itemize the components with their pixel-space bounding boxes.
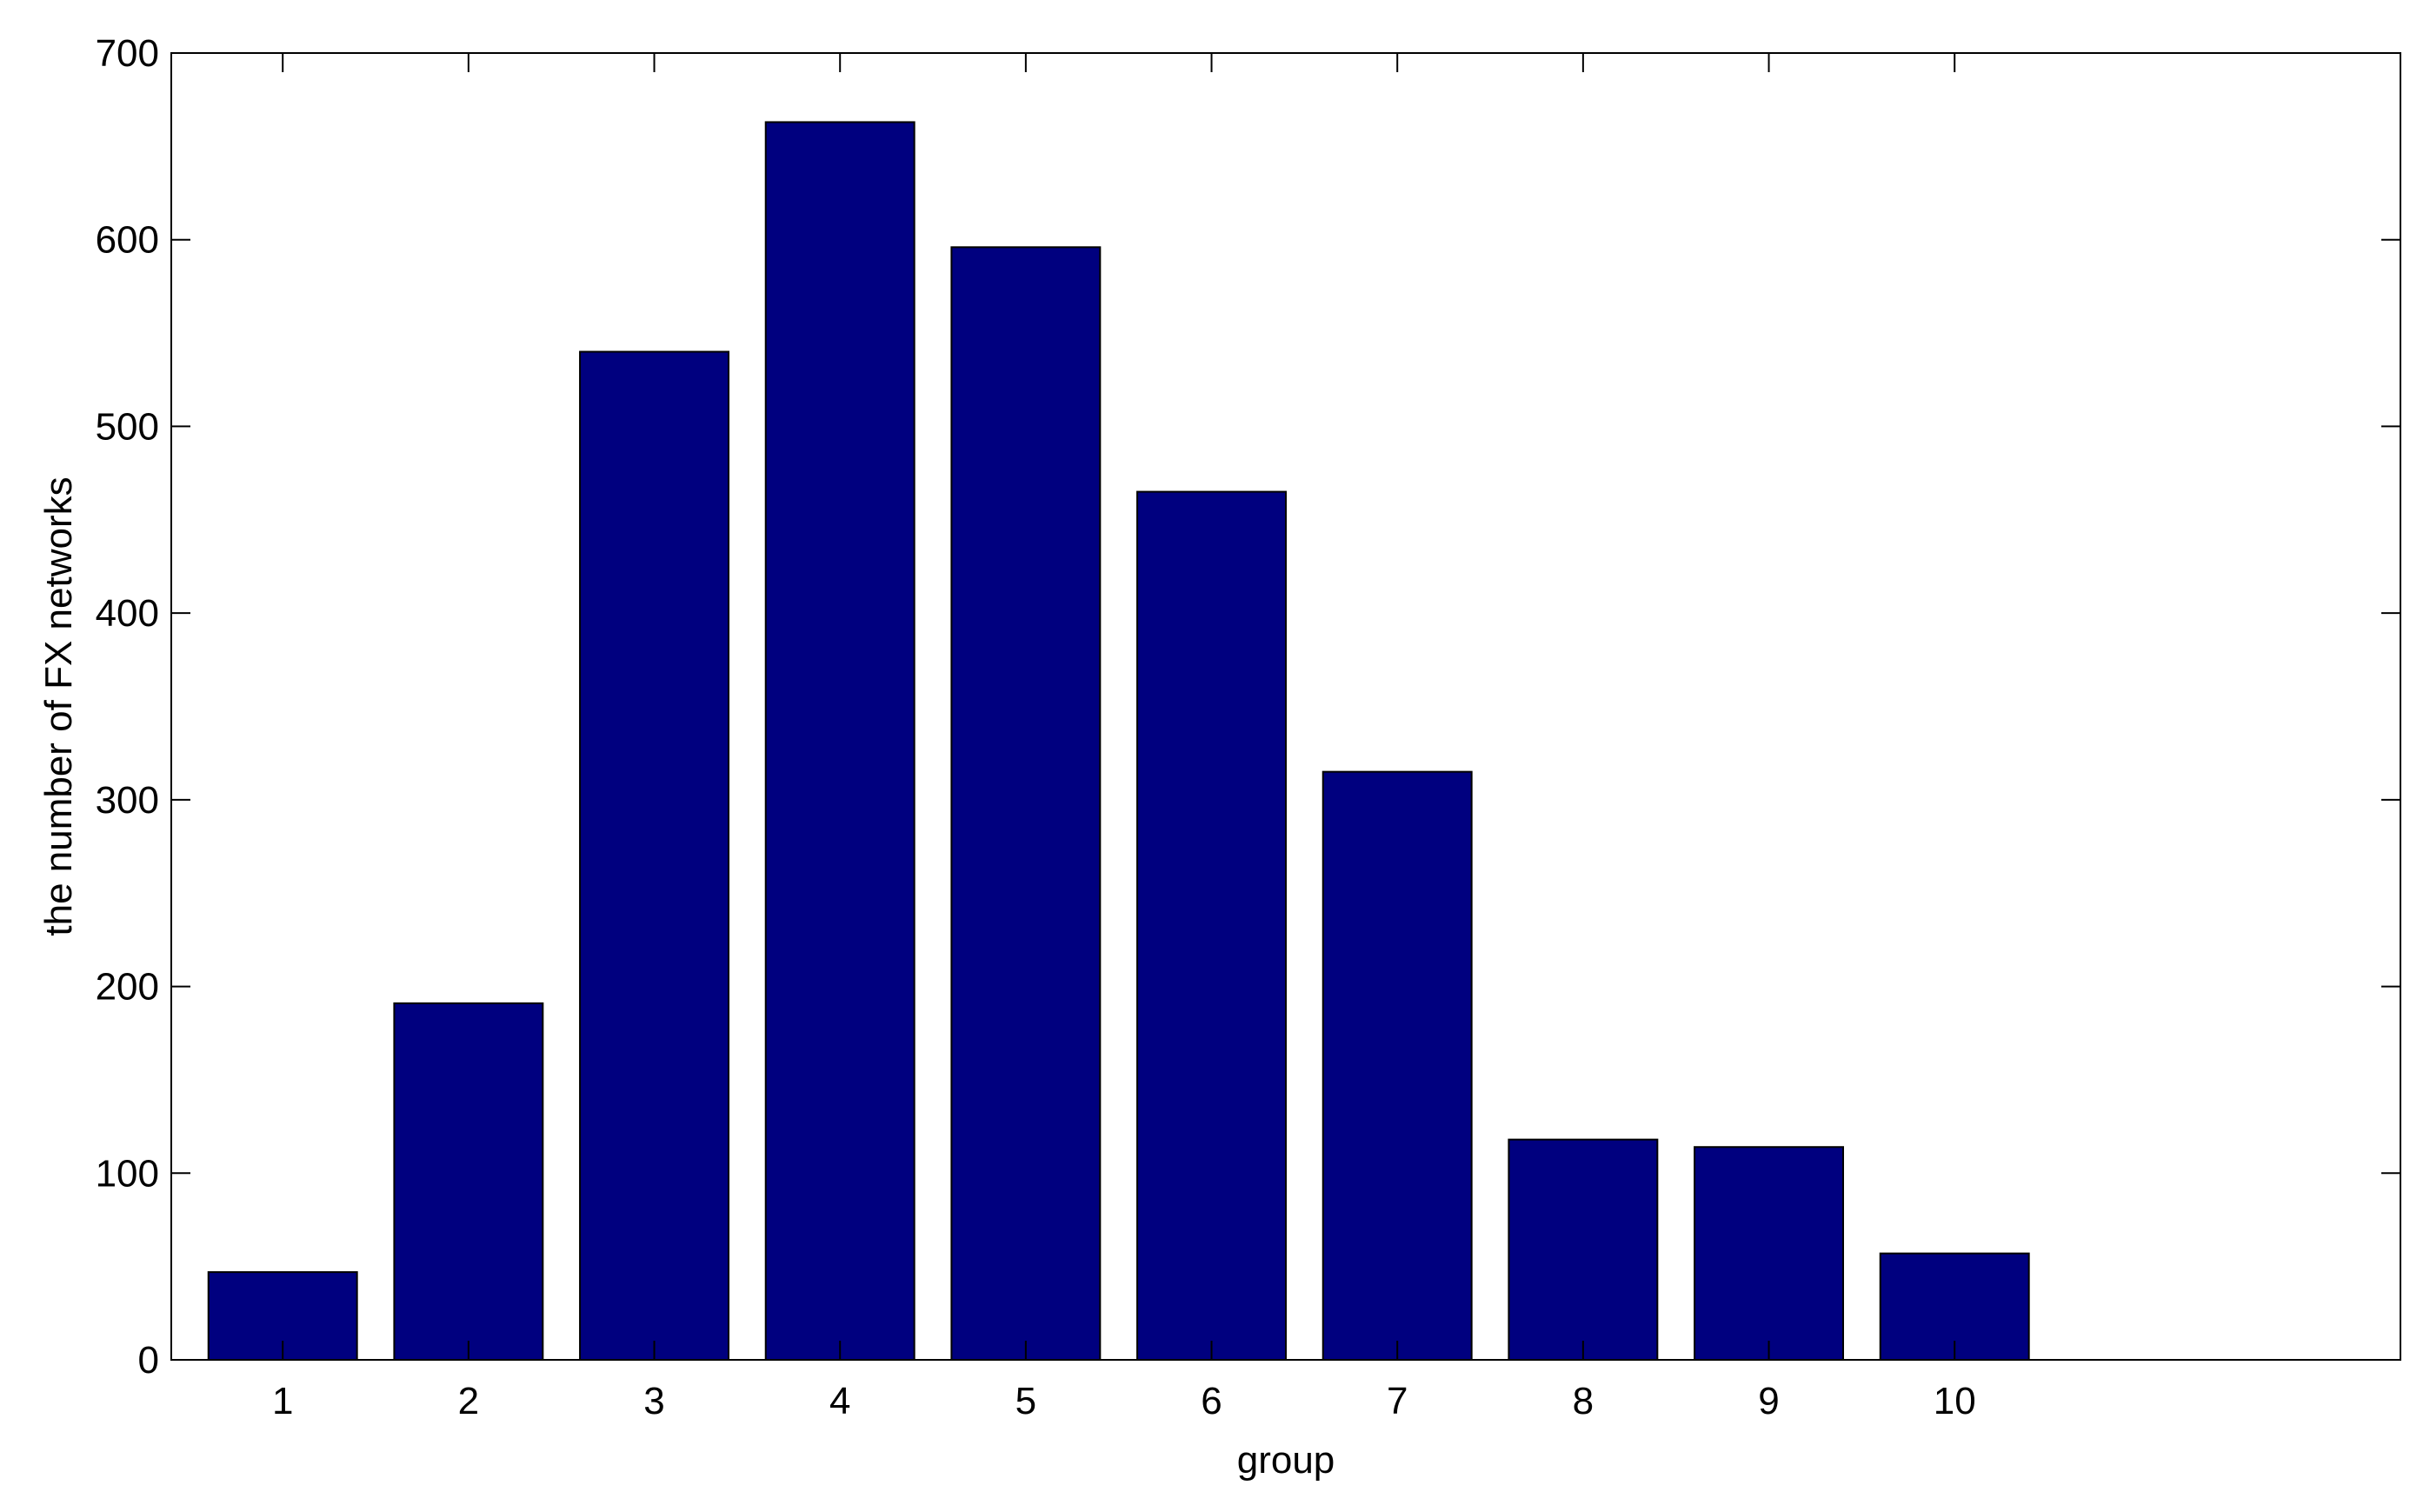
y-tick-label-500: 500	[96, 405, 159, 448]
y-tick-label-0: 0	[138, 1339, 159, 1382]
x-tick-label-5: 5	[1015, 1380, 1036, 1422]
bar-group-7	[1322, 770, 1473, 1361]
x-tick-label-3: 3	[643, 1380, 664, 1422]
x-tick-label-8: 8	[1573, 1380, 1594, 1422]
bar-group-3	[579, 350, 729, 1361]
bar-group-4	[764, 121, 915, 1361]
y-tick-label-600: 600	[96, 219, 159, 262]
bars-group	[207, 121, 2030, 1362]
x-tick-label-1: 1	[272, 1380, 293, 1422]
x-tick-labels: 1 2 3 4 5 6 7 8 9 10	[272, 1380, 1976, 1422]
x-axis-label: group	[1237, 1439, 1335, 1482]
y-tick-label-300: 300	[96, 779, 159, 822]
bar-group-5	[950, 246, 1102, 1361]
y-tick-label-100: 100	[96, 1152, 159, 1195]
plot-area-frame	[170, 52, 2401, 1361]
bar-group-2	[393, 1002, 544, 1362]
bar-group-8	[1508, 1138, 1659, 1361]
y-axis-label: the number of FX networks	[37, 476, 80, 936]
bar-group-6	[1136, 490, 1287, 1361]
y-tick-labels: 0 100 200 300 400 500 600 700	[96, 32, 159, 1382]
y-tick-label-200: 200	[96, 966, 159, 1009]
y-tick-label-400: 400	[96, 592, 159, 635]
x-tick-label-6: 6	[1201, 1380, 1222, 1422]
x-tick-label-10: 10	[1934, 1380, 1976, 1422]
x-tick-label-9: 9	[1758, 1380, 1779, 1422]
y-tick-label-700: 700	[96, 32, 159, 75]
x-tick-label-4: 4	[829, 1380, 850, 1422]
x-tick-label-7: 7	[1387, 1380, 1408, 1422]
bar-group-9	[1694, 1146, 1844, 1361]
x-tick-label-2: 2	[458, 1380, 479, 1422]
